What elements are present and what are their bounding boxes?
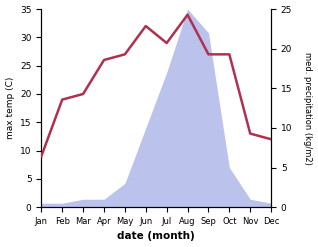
X-axis label: date (month): date (month): [117, 231, 195, 242]
Y-axis label: med. precipitation (kg/m2): med. precipitation (kg/m2): [303, 52, 313, 165]
Y-axis label: max temp (C): max temp (C): [5, 77, 15, 139]
